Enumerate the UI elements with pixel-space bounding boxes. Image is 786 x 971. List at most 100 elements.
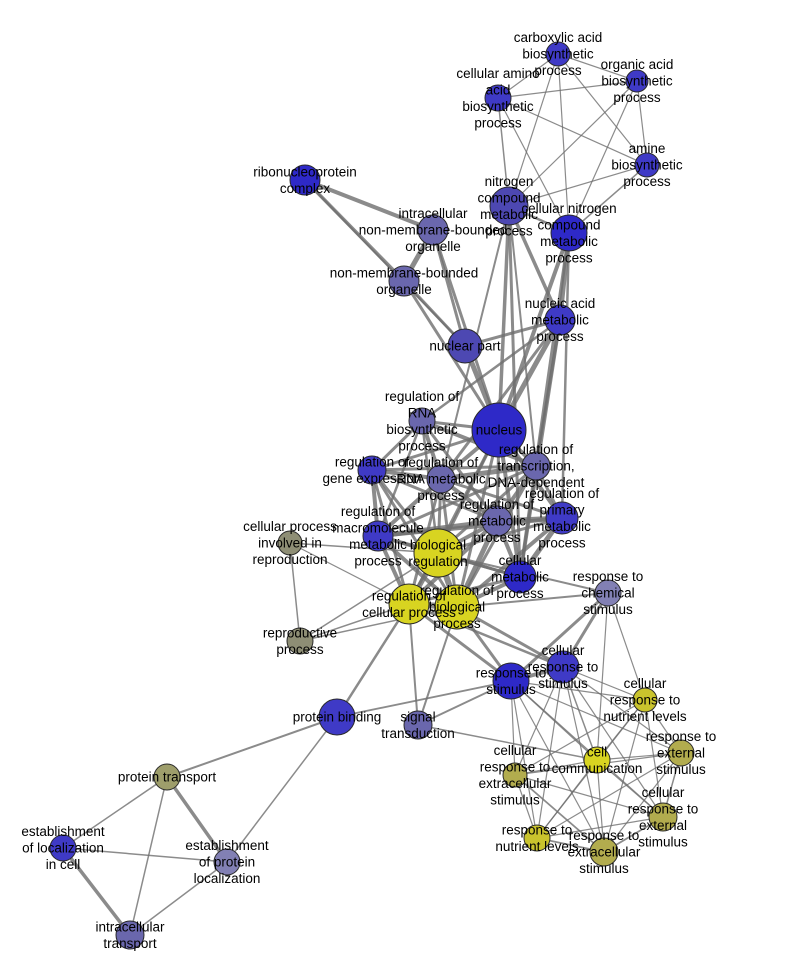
edge-n23-n24	[456, 592, 609, 608]
edge-n02-n03	[497, 80, 638, 99]
edge-n20-n26	[299, 552, 439, 642]
edge-n28-n36	[536, 666, 564, 839]
node-n40[interactable]: establishment of protein localization	[213, 848, 241, 876]
edge-n22-n25	[289, 542, 410, 605]
edge-n28-n34	[514, 666, 564, 776]
node-n13[interactable]: regulation of RNA biosynthetic process	[408, 407, 436, 435]
edge-n14-n16	[370, 464, 538, 472]
node-n35[interactable]: cellular response to external stimulus	[648, 802, 678, 832]
edge-n24-n27	[509, 591, 610, 683]
edge-n03-n04	[497, 97, 648, 166]
edge-layer	[61, 53, 682, 937]
edge-n28-n33	[562, 666, 598, 761]
edge-n03-n07	[497, 97, 570, 234]
edge-n28-n35	[562, 666, 664, 818]
edge-n32-n37	[603, 752, 682, 853]
node-n36[interactable]: response to nutrient levels	[523, 824, 551, 852]
edge-n34-n35	[514, 774, 664, 818]
edge-n22-n27	[407, 602, 513, 683]
edge-n14-n23	[370, 468, 459, 609]
node-n32[interactable]: response to external stimulus	[667, 739, 695, 767]
edge-n33-n36	[536, 759, 598, 839]
node-n39[interactable]: establishment of localization in cell	[49, 834, 77, 862]
edge-n22-n28	[407, 602, 565, 669]
node-layer: carboxylic acid biosynthetic process orga…	[49, 41, 695, 950]
node-n26[interactable]: reproductive process	[286, 627, 314, 655]
edge-n14-n18	[370, 468, 499, 523]
node-n18[interactable]: regulation of metabolic process	[481, 505, 513, 537]
edge-n16-n17	[376, 464, 538, 538]
node-n31[interactable]: cellular response to nutrient levels	[632, 687, 658, 713]
edge-n34-n37	[514, 774, 605, 853]
node-n02[interactable]: organic acid biosynthetic process	[625, 69, 649, 93]
edge-n31-n35	[644, 699, 664, 818]
edge-n31-n37	[603, 699, 646, 853]
edge-n24-n31	[607, 592, 646, 701]
node-n15[interactable]: regulation of RNA metabolic process	[426, 464, 456, 494]
edge-n24-n33	[596, 592, 609, 761]
node-n01[interactable]: carboxylic acid biosynthetic process	[545, 41, 571, 67]
edge-n01-n07	[557, 53, 570, 234]
node-n16[interactable]: regulation of transcription, DNA-depende…	[521, 451, 551, 481]
node-n30[interactable]: signal transduction	[403, 710, 433, 740]
edge-n04-n06	[508, 164, 648, 207]
node-n34[interactable]: cellular response to extracellular stimu…	[502, 762, 528, 788]
edge-n10-n15	[439, 318, 562, 481]
edge-n38-n40	[165, 775, 229, 864]
edge-n10-n13	[420, 318, 562, 423]
node-n11[interactable]: nuclear part	[447, 328, 483, 364]
node-n19[interactable]: regulation of primary metabolic process	[545, 501, 579, 535]
edge-n19-n23	[455, 516, 564, 609]
edge-n32-n33	[596, 752, 682, 761]
edge-n28-n32	[562, 666, 682, 754]
edge-n30-n33	[417, 724, 598, 761]
edge-n22-n29	[335, 602, 411, 719]
node-n05[interactable]: ribonucleoprotein complex	[289, 164, 321, 196]
edge-n01-n06	[508, 53, 559, 207]
node-n10[interactable]: nucleic acid metabolic process	[544, 304, 576, 336]
edge-n35-n36	[536, 816, 664, 839]
node-n29[interactable]: protein binding	[318, 698, 356, 736]
node-n22[interactable]: regulation of cellular process	[388, 583, 430, 625]
edge-n39-n40	[62, 847, 228, 863]
edge-n07-n12	[497, 231, 571, 432]
edge-n06-n16	[508, 205, 537, 467]
node-n24[interactable]: response to chemical stimulus	[594, 579, 622, 607]
node-n06[interactable]: nitrogen compound metabolic process	[489, 186, 529, 226]
node-n08[interactable]: intracellular non-membrane-bounded organ…	[417, 214, 449, 246]
edge-n33-n34	[514, 759, 598, 776]
edge-n15-n16	[438, 463, 539, 482]
edge-n01-n04	[557, 53, 648, 166]
edge-n33-n35	[596, 759, 664, 818]
node-n03[interactable]: cellular amino acid biosynthetic process	[484, 84, 512, 112]
node-n14[interactable]: regulation of gene expression	[357, 455, 387, 485]
node-n25[interactable]: cellular process involved in reproductio…	[277, 530, 303, 556]
edge-n29-n40	[226, 716, 338, 863]
node-n33[interactable]: cell communication	[583, 746, 611, 774]
edge-n27-n29	[336, 680, 512, 718]
node-n41[interactable]: intracellular transport	[115, 920, 145, 950]
node-n12[interactable]: nucleus	[471, 402, 527, 458]
edge-n02-n04	[636, 80, 648, 166]
edge-n27-n36	[510, 680, 538, 839]
node-n28[interactable]: cellular response to stimulus	[546, 650, 580, 684]
edge-n39-n41	[61, 846, 132, 937]
edge-n32-n36	[536, 752, 682, 839]
edge-n27-n37	[510, 680, 605, 853]
node-n23[interactable]: regulation of biological process	[434, 584, 480, 630]
edge-n02-n07	[568, 80, 638, 234]
node-n21[interactable]: cellular metabolic process	[503, 560, 537, 594]
node-n37[interactable]: response to extracellular stimulus	[589, 837, 619, 867]
node-n04[interactable]: amine biosynthetic process	[634, 152, 660, 178]
edge-n10-n21	[518, 318, 562, 579]
node-n07[interactable]: cellular nitrogen compound metabolic pro…	[550, 214, 588, 252]
node-n38[interactable]: protein transport	[153, 763, 181, 791]
edge-n40-n41	[129, 861, 228, 936]
node-n20[interactable]: biological regulation	[413, 528, 463, 578]
label-layer: carboxylic acid biosynthetic process organi…	[21, 30, 716, 951]
node-n27[interactable]: response to stimulus	[492, 662, 530, 700]
edge-n20-n25	[289, 542, 439, 554]
node-n17[interactable]: regulation of macromolecule metabolic pr…	[362, 520, 394, 552]
node-n09[interactable]: non-membrane-bounded organelle	[388, 265, 420, 297]
